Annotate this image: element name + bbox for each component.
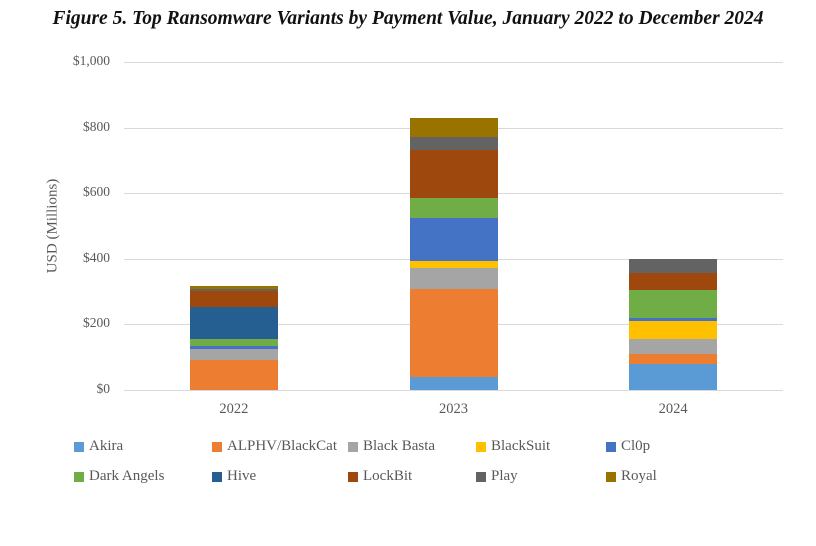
bar-segment-alphv-blackcat-2023 xyxy=(409,288,498,377)
bar-segment-play-2023 xyxy=(409,137,498,150)
bar-segment-blacksuit-2023 xyxy=(409,261,498,268)
bar-segment-alphv-blackcat-2024 xyxy=(629,354,718,365)
bar-segment-black-basta-2022 xyxy=(189,349,278,361)
bar-segment-royal-2022 xyxy=(189,286,278,289)
legend-label: Akira xyxy=(89,438,124,454)
bar-segment-dark-angels-2022 xyxy=(189,339,278,347)
legend-item-cl0p: Cl0p xyxy=(606,438,650,455)
y-tick-label: $600 xyxy=(83,184,110,200)
legend-item-alphv-blackcat: ALPHV/BlackCat xyxy=(212,438,337,455)
legend-swatch-icon xyxy=(348,441,358,452)
bar-2023 xyxy=(409,62,498,390)
x-tick-label: 2022 xyxy=(219,401,249,417)
bar-segment-black-basta-2024 xyxy=(629,339,718,355)
legend-label: LockBit xyxy=(363,468,413,484)
bar-segment-cl0p-2022 xyxy=(189,346,278,349)
bar-segment-lockbit-2023 xyxy=(409,149,498,199)
legend-item-hive: Hive xyxy=(212,468,256,485)
bar-segment-lockbit-2024 xyxy=(629,273,718,291)
bar-2024 xyxy=(629,62,718,390)
gridline xyxy=(124,62,783,63)
legend-swatch-icon xyxy=(212,441,222,452)
legend-item-akira: Akira xyxy=(74,438,123,455)
y-tick-label: $200 xyxy=(83,315,110,331)
legend-swatch-icon xyxy=(212,471,222,482)
legend-label: BlackSuit xyxy=(491,438,551,454)
y-tick-label: $0 xyxy=(96,381,111,396)
legend-swatch-icon xyxy=(476,471,486,482)
bar-segment-dark-angels-2024 xyxy=(629,290,718,319)
legend-label: Hive xyxy=(227,468,257,484)
bar-segment-blacksuit-2024 xyxy=(629,321,718,340)
legend-item-black-basta: Black Basta xyxy=(348,438,435,455)
gridline xyxy=(124,390,783,391)
x-tick-label: 2023 xyxy=(439,401,468,417)
bar-segment-dark-angels-2023 xyxy=(409,198,498,219)
legend-item-royal: Royal xyxy=(606,468,657,485)
legend-label: Cl0p xyxy=(621,438,651,454)
bar-segment-cl0p-2023 xyxy=(409,218,498,262)
legend-label: Play xyxy=(491,468,518,484)
legend-item-play: Play xyxy=(476,468,518,485)
bar-segment-hive-2022 xyxy=(189,307,278,340)
legend-swatch-icon xyxy=(476,441,486,452)
legend-label: ALPHV/BlackCat xyxy=(227,438,337,454)
bar-segment-akira-2023 xyxy=(409,376,498,390)
bar-segment-play-2024 xyxy=(629,259,718,274)
legend-label: Dark Angels xyxy=(89,468,165,484)
legend-item-lockbit: LockBit xyxy=(348,468,412,485)
legend-label: Royal xyxy=(621,468,657,484)
legend-swatch-icon xyxy=(606,471,616,482)
bar-segment-black-basta-2023 xyxy=(409,267,498,289)
y-tick-label: $1,000 xyxy=(72,53,110,68)
bar-segment-cl0p-2024 xyxy=(629,318,718,322)
legend-swatch-icon xyxy=(348,471,358,482)
legend-item-dark-angels: Dark Angels xyxy=(74,468,164,485)
bar-segment-play-2022 xyxy=(189,288,278,291)
plot-area xyxy=(124,62,783,391)
y-tick-label: $400 xyxy=(83,249,110,265)
legend-swatch-icon xyxy=(74,471,84,482)
x-tick-label: 2024 xyxy=(658,401,688,417)
bar-segment-akira-2024 xyxy=(629,364,718,390)
bar-segment-alphv-blackcat-2022 xyxy=(189,360,278,390)
y-tick-label: $800 xyxy=(83,118,110,134)
bar-2022 xyxy=(189,62,278,390)
chart-title: Figure 5. Top Ransomware Variants by Pay… xyxy=(52,8,764,29)
legend-swatch-icon xyxy=(606,441,616,452)
bar-segment-lockbit-2022 xyxy=(189,290,278,307)
legend-swatch-icon xyxy=(74,441,84,452)
legend-item-blacksuit: BlackSuit xyxy=(476,438,550,455)
bar-segment-royal-2023 xyxy=(409,118,498,138)
legend-label: Black Basta xyxy=(363,438,436,454)
